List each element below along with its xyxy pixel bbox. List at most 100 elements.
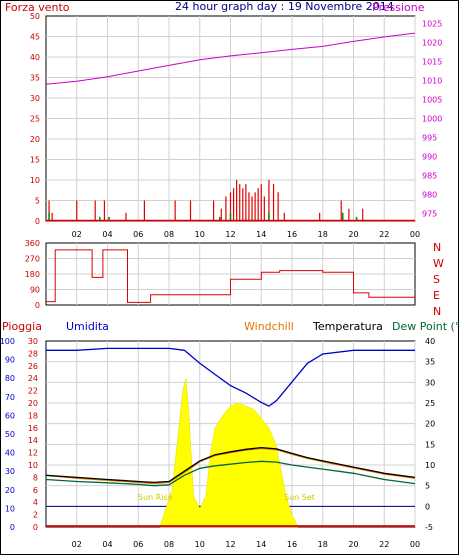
direction-tick-label: 0 [35,301,40,310]
rain-tick-label: 16 [28,424,38,433]
pressure-tick-label: 990 [422,152,437,161]
rain-tick-label: 24 [28,374,38,383]
rain-tick-label: 4 [33,498,38,507]
temperature-tick-label: 10 [425,461,435,470]
x-tick-label: 12 [225,230,235,239]
x-tick-label: 02 [72,540,82,549]
x-tick-label: 06 [133,540,143,549]
x-tick-label: 12 [225,540,235,549]
pressure-label: Pressione [372,1,425,14]
humidity-line [46,347,415,407]
rain-tick-label: 2 [33,511,38,520]
wind-direction-line [46,249,415,303]
rain-tick-label: 8 [33,473,38,482]
temperature-tick-label: -5 [425,523,433,532]
rain-tick-label: 10 [28,461,38,470]
x-tick-label: 00 [410,230,420,239]
x-tick-label: 06 [133,230,143,239]
humidity-tick-label: 40 [5,449,15,458]
rain-tick-label: 26 [28,362,38,371]
dewpoint-line [45,460,416,487]
rain-tick-label: 6 [33,486,38,495]
humidity-tick-label: 100 [0,337,15,346]
temperature-label: Temperatura [312,320,383,333]
humidity-tick-label: 70 [5,393,15,402]
wind-tick-label: 5 [35,197,40,206]
direction-compass-label: W [433,257,444,270]
temperature-tick-label: 15 [425,440,435,449]
x-tick-label: 18 [318,230,328,239]
temperature-tick-label: 25 [425,399,435,408]
rain-tick-label: 30 [28,337,38,346]
wind-tick-label: 20 [30,135,40,144]
humidity-tick-label: 10 [5,504,15,513]
wind-tick-label: 0 [35,217,40,226]
wind-label: Forza vento [5,1,70,14]
humidity-tick-label: 30 [5,467,15,476]
pressure-tick-label: 995 [422,133,437,142]
x-tick-label: 16 [287,540,297,549]
x-tick-label: 10 [195,230,205,239]
direction-compass-label: E [433,289,440,302]
humidity-tick-label: 0 [10,523,15,532]
rain-tick-label: 14 [28,436,38,445]
humidity-tick-label: 90 [5,356,15,365]
temperature-tick-label: 35 [425,358,435,367]
rain-bar [46,525,415,527]
direction-compass-label: N [433,241,441,254]
humidity-tick-label: 60 [5,411,15,420]
wind-tick-label: 30 [30,94,40,103]
rain-tick-label: 20 [28,399,38,408]
x-tick-label: 18 [318,540,328,549]
pressure-tick-label: 1020 [422,39,442,48]
x-tick-label: 10 [195,540,205,549]
temperature-tick-label: 30 [425,378,435,387]
temperature-tick-label: 5 [425,482,430,491]
direction-tick-label: 90 [30,286,40,295]
chart-title: 24 hour graph day : 19 Novembre 2014 [175,0,394,13]
direction-compass-label: N [433,305,441,318]
rain-tick-label: 12 [28,449,38,458]
pressure-tick-label: 975 [422,209,437,218]
x-tick-label: 08 [164,230,174,239]
temperature-tick-label: 40 [425,337,435,346]
x-tick-label: 20 [348,540,358,549]
pressure-tick-label: 1005 [422,96,442,105]
dewpoint-label: Dew Point (°C [392,320,459,333]
rain-tick-label: 0 [33,523,38,532]
pressure-tick-label: 1010 [422,77,442,86]
sunset-label: Sun Set [284,493,315,502]
humidity-tick-label: 50 [5,430,15,439]
direction-compass-label: S [433,273,440,286]
direction-tick-label: 360 [25,239,40,248]
x-tick-label: 14 [256,230,266,239]
pressure-tick-label: 1025 [422,20,442,29]
x-tick-label: 20 [348,230,358,239]
pressure-tick-label: 985 [422,171,437,180]
rain-label: Pioggia [2,320,42,333]
wind-tick-label: 40 [30,53,40,62]
pressure-tick-label: 1000 [422,115,442,124]
rain-tick-label: 22 [28,387,38,396]
wind-tick-label: 25 [30,115,40,124]
wind-tick-label: 10 [30,176,40,185]
temperature-tick-label: 20 [425,420,435,429]
rain-tick-label: 18 [28,411,38,420]
temperature-line [45,446,416,484]
x-tick-label: 16 [287,230,297,239]
pressure-line [45,32,416,85]
x-tick-label: 14 [256,540,266,549]
direction-tick-label: 180 [25,270,40,279]
sunrise-label: Sun Rise [138,493,173,502]
direction-tick-label: 270 [25,255,40,264]
temperature-tick-label: 0 [425,502,430,511]
x-tick-label: 00 [410,540,420,549]
x-tick-label: 04 [102,230,112,239]
wind-tick-label: 45 [30,33,40,42]
rain-tick-label: 28 [28,349,38,358]
pressure-tick-label: 1015 [422,58,442,67]
x-tick-label: 04 [102,540,112,549]
wind-tick-label: 15 [30,156,40,165]
wind-tick-label: 50 [30,12,40,21]
